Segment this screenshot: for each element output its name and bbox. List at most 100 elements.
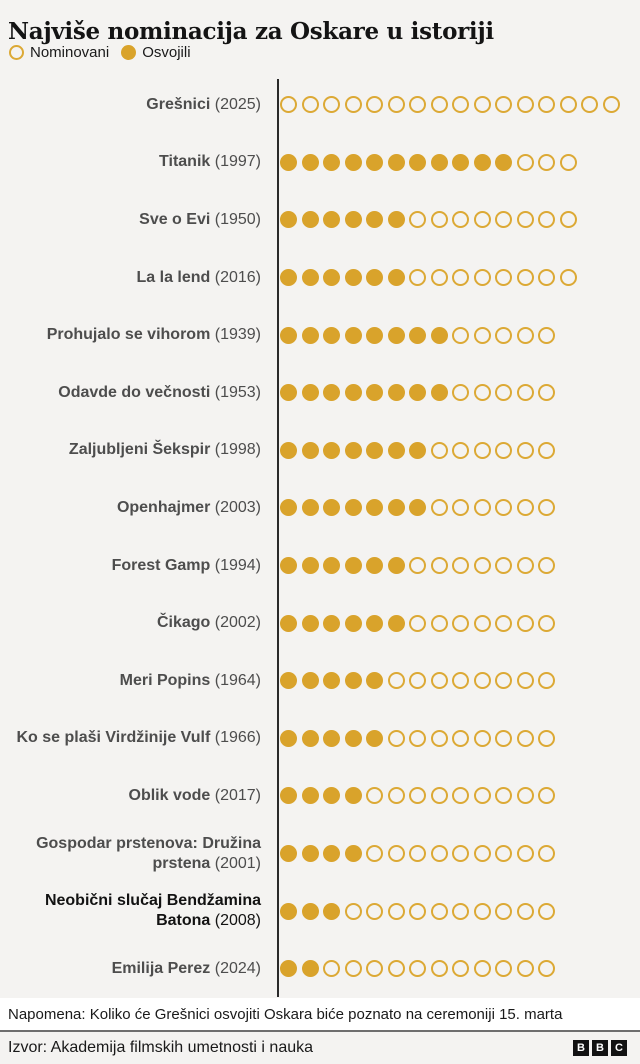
won-dot [387, 557, 405, 575]
nomination-dot [495, 902, 512, 920]
won-dot [323, 499, 340, 517]
nomination-dot [409, 557, 426, 575]
film-row: Forest Gamp (1994) [0, 537, 640, 595]
film-year: (2002) [210, 614, 261, 632]
nomination-dot [387, 845, 405, 863]
nomination-dot [495, 441, 512, 459]
nomination-dot [473, 787, 491, 805]
nomination-dot [473, 269, 491, 287]
nomination-dot [452, 672, 469, 690]
won-dot [280, 384, 297, 402]
film-name: Grešnici [146, 95, 211, 113]
nomination-dot [366, 787, 383, 805]
nomination-dot [366, 96, 383, 114]
nomination-dot [538, 960, 555, 978]
nomination-dot [495, 787, 512, 805]
nomination-dot [495, 269, 512, 287]
film-row: Odavde do večnosti (1953) [0, 364, 640, 422]
nomination-dot [473, 729, 491, 747]
nomination-dot [452, 614, 469, 632]
page-title: Najviše nominacija za Oskare u istoriji [8, 18, 494, 46]
won-dot [280, 211, 297, 229]
nomination-dot [344, 960, 362, 978]
film-year: (2008) [210, 912, 261, 930]
won-dot [409, 153, 426, 171]
won-dot [366, 211, 383, 229]
won-legend-label: Osvojili [142, 44, 191, 61]
film-label: Titanik (1997) [0, 152, 269, 172]
film-row: Openhajmer (2003) [0, 479, 640, 537]
won-dot [301, 902, 319, 920]
nomination-dot [516, 269, 534, 287]
nomination-dot [473, 384, 491, 402]
nomination-dot [538, 902, 555, 920]
film-label: Grešnici (2025) [0, 95, 269, 115]
film-label: Zaljubljeni Šekspir (1998) [0, 440, 269, 460]
nomination-dot [452, 902, 469, 920]
nomination-dot [516, 672, 534, 690]
axis-baseline [277, 79, 279, 997]
nomination-dot [538, 614, 555, 632]
film-row: Sve o Evi (1950) [0, 191, 640, 249]
won-dot [301, 960, 319, 978]
won-dot [344, 787, 362, 805]
won-dot [366, 441, 383, 459]
won-dot [387, 153, 405, 171]
film-name: La la lend [136, 268, 211, 286]
nomination-dot [473, 614, 491, 632]
nomination-dot [473, 96, 491, 114]
nomination-dots [280, 960, 555, 978]
nomination-dot [301, 96, 319, 114]
won-dot [280, 557, 297, 575]
won-dot [409, 499, 426, 517]
note-bar: Napomena: Koliko će Grešnici osvojiti Os… [0, 998, 640, 1030]
nomination-dot [538, 499, 555, 517]
nomination-dots [280, 557, 555, 575]
won-dot [323, 902, 340, 920]
film-name: Prohujalo se vihorom [46, 326, 211, 344]
nomination-dot [430, 557, 448, 575]
won-dot [495, 153, 512, 171]
won-dot [301, 672, 319, 690]
nomination-dot [538, 557, 555, 575]
nomination-dot [409, 902, 426, 920]
won-dot [344, 269, 362, 287]
film-row: Emilija Perez (2024) [0, 940, 640, 998]
nomination-dots [280, 441, 555, 459]
film-name: Ko se plaši Virdžinije Vulf [16, 729, 211, 747]
nomination-dot [409, 96, 426, 114]
nomination-dot [473, 557, 491, 575]
won-dot [301, 384, 319, 402]
film-name: Openhajmer [116, 498, 211, 516]
nomination-dot [495, 326, 512, 344]
nomination-dot [430, 845, 448, 863]
won-dot [409, 441, 426, 459]
film-label: Oblik vode (2017) [0, 786, 269, 806]
won-dot [323, 211, 340, 229]
bbc-logo-letter: B [573, 1040, 589, 1056]
won-dot [387, 441, 405, 459]
won-dot [280, 902, 297, 920]
won-dot [344, 672, 362, 690]
film-name: Odavde do večnosti [58, 383, 211, 401]
won-dot [387, 499, 405, 517]
won-dot [387, 384, 405, 402]
film-row: Neobični slučaj Bendžamina Batona (2008) [0, 882, 640, 940]
nomination-dot [452, 384, 469, 402]
nomination-dot [516, 384, 534, 402]
won-dot [366, 499, 383, 517]
nomination-dot [516, 557, 534, 575]
nomination-dot [516, 441, 534, 459]
won-dot [344, 557, 362, 575]
won-dot [366, 557, 383, 575]
nomination-dot [495, 557, 512, 575]
won-dot [301, 787, 319, 805]
nomination-dot [516, 729, 534, 747]
won-dot [323, 557, 340, 575]
won-dot [280, 960, 297, 978]
film-year: (2016) [210, 268, 261, 286]
nomination-dot [452, 960, 469, 978]
film-row: Gospodar prstenova: Družina prstena (200… [0, 825, 640, 883]
nomination-dot [409, 269, 426, 287]
nomination-dot [344, 96, 362, 114]
